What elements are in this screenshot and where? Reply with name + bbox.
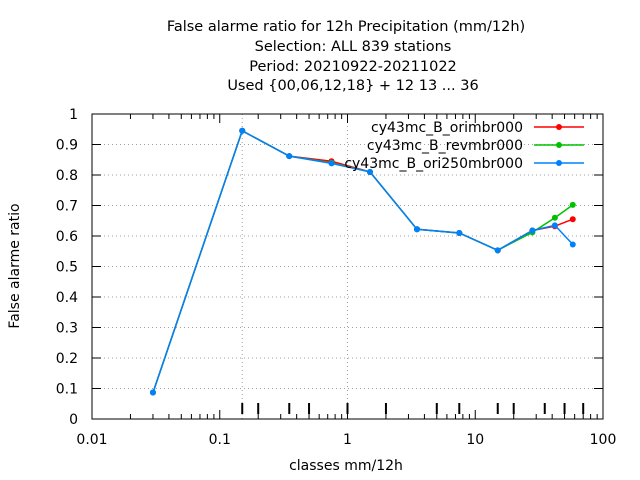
legend-marker	[556, 142, 562, 148]
title-line-4: Used {00,06,12,18} + 12 13 ... 36	[227, 78, 478, 94]
legend-label: cy43mc_B_ori250mbr000	[344, 156, 523, 172]
data-point	[286, 153, 293, 160]
data-point	[456, 229, 463, 236]
class-markers	[241, 403, 585, 414]
y-tick-label: 0	[69, 412, 78, 428]
data-point	[551, 214, 558, 221]
legend-label: cy43mc_B_orimbr000	[371, 120, 523, 136]
data-point	[569, 216, 576, 223]
x-tick-label: 0.01	[76, 432, 107, 448]
x-tick-label: 0.1	[209, 432, 231, 448]
legend-marker	[556, 124, 562, 130]
x-tick-label: 10	[466, 432, 484, 448]
data-point	[494, 247, 501, 254]
y-tick-label: 0.2	[56, 351, 78, 367]
series-3	[149, 127, 576, 396]
title-line-2: Selection: ALL 839 stations	[255, 39, 452, 55]
legend-marker	[556, 160, 562, 166]
plot-frame	[91, 113, 604, 420]
y-tick-label: 0.5	[56, 260, 78, 276]
y-tick-label: 1	[69, 107, 78, 123]
grid	[92, 114, 603, 419]
data-point	[239, 127, 246, 134]
data-point	[551, 222, 558, 229]
y-tick-label: 0.9	[56, 138, 78, 154]
x-axis-label: classes mm/12h	[289, 458, 403, 474]
title-line-3: Period: 20210922-20211022	[249, 59, 457, 75]
y-tick-label: 0.4	[56, 290, 78, 306]
y-tick-label: 0.3	[56, 321, 78, 337]
y-tick-label: 0.6	[56, 229, 78, 245]
title-line-1: False alarme ratio for 12h Precipitation…	[167, 19, 525, 35]
data-point	[149, 389, 156, 396]
data-point	[366, 168, 373, 175]
data-point	[569, 241, 576, 248]
data-point	[569, 201, 576, 208]
x-tick-label: 100	[590, 432, 617, 448]
legend: cy43mc_B_orimbr000 cy43mc_B_revmbr000 cy43…	[344, 120, 584, 172]
legend-label: cy43mc_B_revmbr000	[367, 138, 523, 154]
y-tick-label: 0.1	[56, 382, 78, 398]
series-group	[149, 127, 576, 396]
x-tick-label: 1	[343, 432, 352, 448]
x-axis: 0.01 0.1 1 10 100	[76, 114, 616, 448]
y-axis-label: False alarme ratio	[7, 203, 23, 328]
y-tick-label: 0.7	[56, 199, 78, 215]
data-point	[414, 226, 421, 233]
y-axis: 0 0.1 0.2 0.3 0.4 0.5 0.6 0.7 0.8 0.9 1	[56, 107, 603, 428]
data-point	[328, 160, 335, 167]
data-point	[529, 227, 536, 234]
chart-title: False alarme ratio for 12h Precipitation…	[167, 19, 525, 94]
y-tick-label: 0.8	[56, 168, 78, 184]
